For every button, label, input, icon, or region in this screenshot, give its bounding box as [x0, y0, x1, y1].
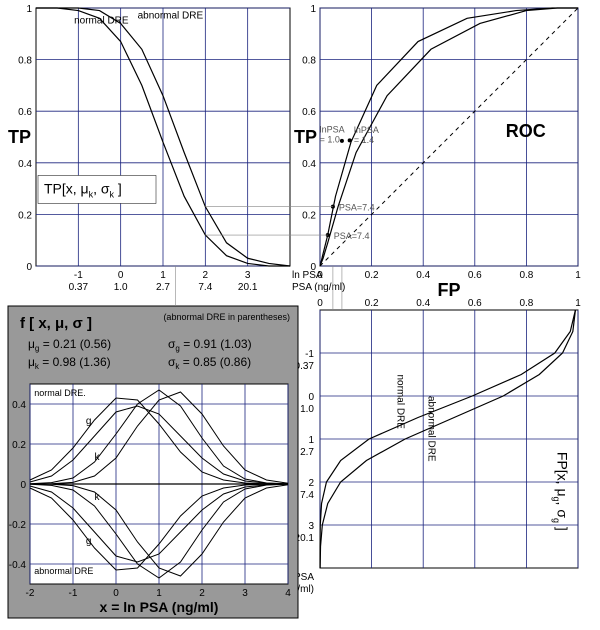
svg-text:0.8: 0.8: [302, 56, 316, 67]
svg-text:-0.4: -0.4: [9, 560, 27, 571]
tp-ylabel: TP: [8, 127, 31, 147]
svg-text:0.37: 0.37: [69, 282, 89, 293]
f-param: μg = 0.21 (0.56): [28, 337, 111, 353]
tp-abnormal-label: abnormal DRE: [138, 10, 204, 21]
svg-text:0.6: 0.6: [468, 298, 482, 309]
svg-text:2: 2: [199, 588, 205, 599]
svg-text:0: 0: [308, 392, 314, 403]
svg-text:g: g: [86, 536, 92, 547]
svg-text:0.2: 0.2: [12, 440, 26, 451]
svg-text:0: 0: [113, 588, 119, 599]
roc-point: [340, 139, 344, 143]
svg-text:0.6: 0.6: [18, 107, 32, 118]
svg-text:7.4: 7.4: [300, 490, 314, 501]
svg-text:1: 1: [160, 270, 166, 281]
svg-text:0: 0: [310, 262, 316, 273]
svg-text:0: 0: [26, 262, 32, 273]
svg-text:0: 0: [118, 270, 124, 281]
svg-text:0: 0: [20, 480, 26, 491]
f-param: μk = 0.98 (1.36): [28, 355, 111, 371]
svg-text:1: 1: [575, 298, 581, 309]
svg-text:1: 1: [575, 270, 581, 281]
svg-text:0: 0: [317, 270, 323, 281]
svg-text:4: 4: [285, 588, 291, 599]
svg-text:0.8: 0.8: [519, 298, 533, 309]
svg-text:0.2: 0.2: [302, 210, 316, 221]
f-formula: f [ x, μ, σ ]: [20, 315, 92, 332]
svg-text:1: 1: [26, 4, 32, 15]
svg-text:0.2: 0.2: [365, 298, 379, 309]
f-xaxis-label: x = ln PSA (ng/ml): [100, 599, 219, 615]
tp-normal-label: normal DRE: [74, 15, 129, 26]
fp-normal-label: normal DRE: [394, 375, 405, 430]
svg-text:1: 1: [156, 588, 162, 599]
svg-text:0.4: 0.4: [12, 400, 26, 411]
f-label-abnormal: abnormal DRE: [34, 566, 93, 576]
svg-text:3: 3: [245, 270, 251, 281]
svg-text:g: g: [86, 416, 92, 427]
roc-annot: PSA=7.4: [334, 231, 370, 241]
svg-text:0.4: 0.4: [416, 270, 430, 281]
roc-annot: = 1.4: [354, 135, 374, 145]
svg-text:0.6: 0.6: [302, 107, 316, 118]
roc-ylabel: TP: [294, 127, 317, 147]
svg-text:-0.2: -0.2: [9, 520, 27, 531]
roc-label: ROC: [506, 121, 546, 141]
svg-text:2.7: 2.7: [300, 447, 314, 458]
f-param: σk = 0.85 (0.86): [168, 355, 251, 371]
roc-annot: lnPSA: [354, 125, 379, 135]
svg-text:0.4: 0.4: [416, 298, 430, 309]
svg-text:2: 2: [308, 478, 314, 489]
svg-text:0.8: 0.8: [519, 270, 533, 281]
svg-text:-1: -1: [69, 588, 78, 599]
fp-abnormal-label: abnormal DRE: [425, 396, 436, 462]
svg-text:1: 1: [310, 4, 316, 15]
svg-text:7.4: 7.4: [198, 282, 212, 293]
svg-text:3: 3: [242, 588, 248, 599]
svg-text:1.0: 1.0: [300, 404, 314, 415]
f-label-normal: normal DRE.: [34, 388, 86, 398]
f-param: σg = 0.91 (1.03): [168, 337, 252, 353]
svg-text:2.7: 2.7: [156, 282, 170, 293]
svg-text:1: 1: [308, 435, 314, 446]
svg-text:0.2: 0.2: [365, 270, 379, 281]
roc-xlabel: FP: [437, 280, 460, 300]
svg-text:-2: -2: [26, 588, 35, 599]
svg-text:0: 0: [317, 298, 323, 309]
svg-text:20.1: 20.1: [238, 282, 258, 293]
svg-text:0.4: 0.4: [302, 159, 316, 170]
svg-text:-1: -1: [305, 349, 314, 360]
svg-text:0.4: 0.4: [18, 159, 32, 170]
roc-annot: = 1.0: [320, 134, 340, 144]
svg-text:1.0: 1.0: [114, 282, 128, 293]
roc-annot: lnPSA: [320, 124, 345, 134]
f-paren-note: (abnormal DRE in parentheses): [163, 312, 290, 322]
svg-text:0.6: 0.6: [468, 270, 482, 281]
svg-text:3: 3: [308, 521, 314, 532]
roc-annot: PSA=7.4: [339, 203, 375, 213]
svg-text:PSA (ng/ml): PSA (ng/ml): [292, 282, 345, 293]
svg-text:0.8: 0.8: [18, 56, 32, 67]
svg-text:2: 2: [203, 270, 209, 281]
svg-text:-1: -1: [74, 270, 83, 281]
roc-point: [348, 138, 352, 142]
svg-text:0.2: 0.2: [18, 210, 32, 221]
